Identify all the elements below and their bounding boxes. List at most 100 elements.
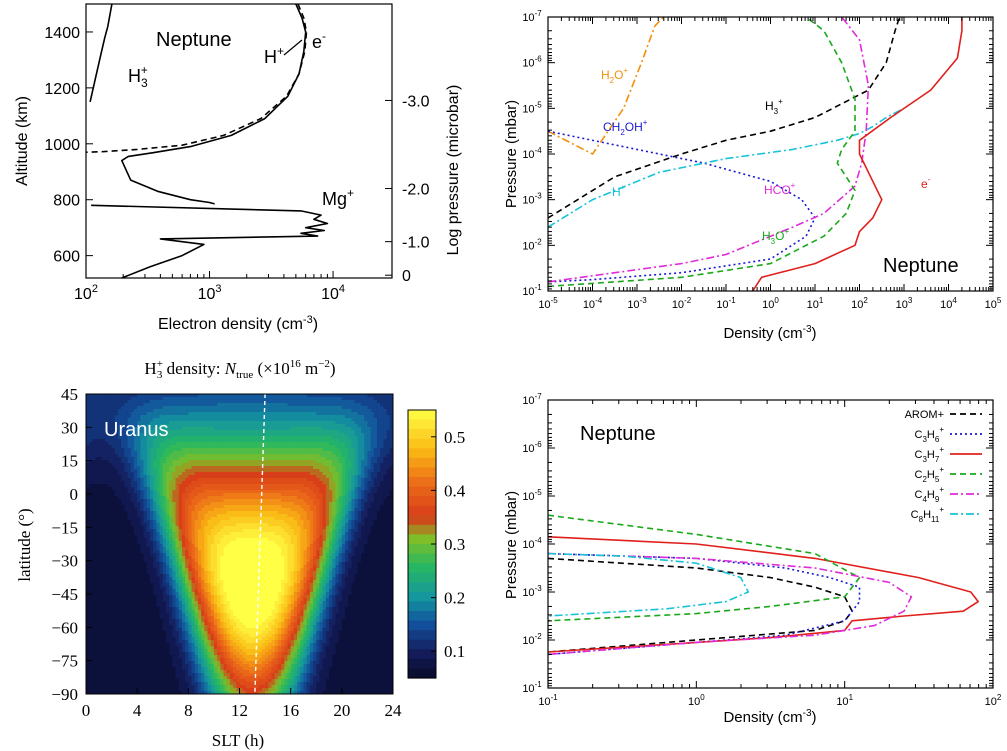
heatmap-cell — [357, 403, 362, 407]
heatmap-cell — [380, 502, 385, 506]
heatmap-cell — [86, 478, 90, 482]
heatmap-cell — [146, 496, 151, 500]
heatmap-cell — [188, 499, 193, 503]
heatmap-cell — [345, 412, 349, 416]
heatmap-cell — [172, 478, 177, 482]
heatmap-cell — [121, 469, 125, 473]
series-label: H3+ — [765, 97, 783, 116]
heatmap-cell — [223, 475, 228, 479]
heatmap-cell — [140, 454, 145, 458]
heatmap-cell — [137, 469, 141, 473]
heatmap-cell — [172, 424, 177, 428]
heatmap-cell — [258, 484, 263, 488]
heatmap-cell — [117, 478, 122, 482]
heatmap-cell — [322, 427, 327, 431]
heatmap-cell — [370, 484, 375, 488]
heatmap-cell — [233, 430, 237, 434]
heatmap-cell — [156, 403, 161, 407]
heatmap-cell — [341, 493, 346, 497]
heatmap-cell — [367, 403, 372, 407]
heatmap-cell — [284, 472, 289, 476]
heatmap-cell — [149, 424, 154, 428]
heatmap-cell — [309, 517, 314, 521]
heatmap-cell — [354, 430, 359, 434]
heatmap-cell — [338, 451, 343, 455]
heatmap-cell — [204, 412, 209, 416]
heatmap-cell — [117, 394, 122, 398]
heatmap-cell — [201, 439, 205, 443]
heatmap-cell — [341, 481, 346, 485]
heatmap-cell — [101, 430, 106, 434]
heatmap-cell — [86, 400, 90, 404]
heatmap-cell — [316, 439, 321, 443]
heatmap-cell — [316, 409, 321, 413]
heatmap-cell — [133, 493, 138, 497]
heatmap-cell — [197, 478, 202, 482]
panel-title: Neptune — [156, 29, 232, 51]
heatmap-cell — [281, 529, 285, 533]
heatmap-cell — [252, 520, 257, 524]
heatmap-cell — [239, 430, 244, 434]
heatmap-cell — [351, 448, 356, 452]
heatmap-cell — [149, 508, 154, 512]
heatmap-cell — [341, 451, 346, 455]
heatmap-cell — [329, 436, 333, 440]
heatmap-cell — [284, 433, 289, 437]
heatmap-cell — [293, 436, 298, 440]
heatmap-cell — [213, 517, 218, 521]
heatmap-cell — [181, 427, 186, 431]
heatmap-cell — [325, 448, 330, 452]
heatmap-cell — [386, 451, 391, 455]
heatmap-cell — [357, 460, 362, 464]
heatmap-cell — [357, 421, 362, 425]
x-tick-label: 104 — [321, 283, 345, 303]
heatmap-cell — [325, 394, 330, 398]
heatmap-cell — [127, 475, 132, 479]
heatmap-cell — [172, 439, 177, 443]
heatmap-cell — [386, 454, 391, 458]
heatmap-cell — [249, 397, 253, 401]
heatmap-cell — [284, 469, 289, 473]
heatmap-cell — [207, 418, 212, 422]
heatmap-cell — [95, 493, 100, 497]
heatmap-cell — [162, 439, 167, 443]
heatmap-cell — [101, 502, 106, 506]
heatmap-cell — [226, 463, 231, 467]
heatmap-cell — [127, 415, 132, 419]
heatmap-cell — [316, 433, 321, 437]
heatmap-cell — [210, 394, 215, 398]
heatmap-cell — [341, 529, 346, 533]
heatmap-cell — [281, 478, 285, 482]
heatmap-cell — [325, 514, 330, 518]
heatmap-cell — [303, 406, 308, 410]
heatmap-cell — [389, 466, 393, 470]
heatmap-cell — [92, 424, 97, 428]
heatmap-cell — [175, 412, 180, 416]
heatmap-cell — [229, 526, 234, 530]
heatmap-cell — [300, 535, 305, 539]
heatmap-cell — [345, 442, 349, 446]
heatmap-cell — [242, 475, 247, 479]
heatmap-cell — [101, 415, 106, 419]
heatmap-cell — [201, 535, 205, 539]
heatmap-cell — [242, 502, 247, 506]
heatmap-cell — [124, 493, 129, 497]
heatmap-cell — [361, 424, 365, 428]
heatmap-cell — [274, 490, 279, 494]
heatmap-cell — [98, 511, 103, 515]
heatmap-cell — [217, 478, 221, 482]
heatmap-cell — [92, 412, 97, 416]
heatmap-cell — [284, 532, 289, 536]
heatmap-cell — [117, 460, 122, 464]
heatmap-cell — [284, 520, 289, 524]
heatmap-cell — [213, 523, 218, 527]
heatmap-cell — [325, 526, 330, 530]
heatmap-cell — [293, 511, 298, 515]
heatmap-cell — [95, 424, 100, 428]
heatmap-cell — [188, 457, 193, 461]
heatmap-cell — [175, 526, 180, 530]
heatmap-cell — [332, 475, 337, 479]
heatmap-cell — [124, 475, 129, 479]
heatmap-cell — [303, 532, 308, 536]
heatmap-cell — [354, 418, 359, 422]
